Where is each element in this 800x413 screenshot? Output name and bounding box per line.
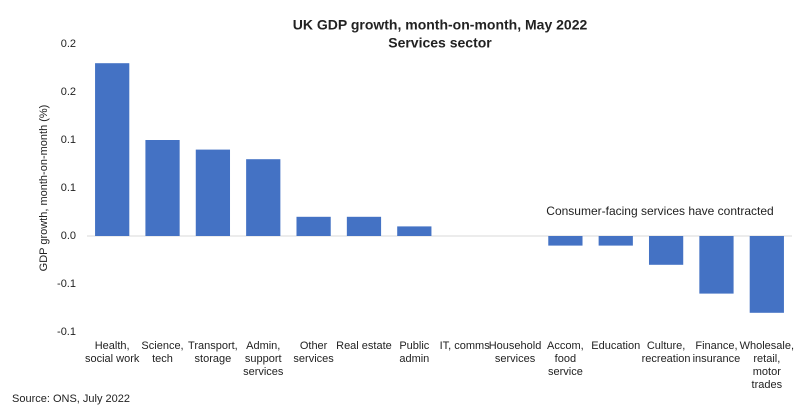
- x-tick-label: Public admin: [399, 340, 430, 365]
- y-tick-label: -0.1: [57, 278, 76, 290]
- x-tick-label: Household services: [488, 340, 542, 365]
- x-tick-label: Transport, storage: [188, 340, 238, 365]
- x-tick-label: Science, tech: [141, 340, 184, 365]
- bar: [145, 140, 180, 236]
- bar: [648, 236, 684, 265]
- x-tick-label: Finance, insurance: [692, 340, 741, 365]
- y-tick-label: 0.1: [61, 134, 76, 146]
- y-axis-label: GDP growth, month-on-month (%): [38, 105, 50, 272]
- x-tick-label: Education: [591, 340, 641, 352]
- x-tick-label: Admin, support services: [243, 340, 284, 378]
- annotation: Consumer-facing services have contracted: [546, 204, 773, 218]
- bar: [749, 236, 784, 313]
- bar: [699, 236, 734, 294]
- x-tick-label: Wholesale, retail, motor trades: [739, 340, 795, 391]
- bar: [296, 216, 331, 236]
- chart-subtitle: Services sector: [388, 35, 492, 51]
- x-tick-label: Culture, recreation: [641, 340, 691, 365]
- bar: [246, 159, 281, 236]
- bar: [397, 226, 432, 236]
- y-tick-label: 0.2: [61, 86, 76, 98]
- bar: [195, 149, 231, 236]
- x-tick-label: Real estate: [336, 340, 392, 352]
- source: Source: ONS, July 2022: [12, 393, 131, 405]
- y-tick-label: -0.1: [57, 326, 76, 338]
- bar: [95, 63, 130, 237]
- bar: [598, 236, 633, 246]
- x-tick-label: IT, comms: [439, 340, 490, 352]
- x-tick-label: Other services: [293, 340, 334, 365]
- y-tick-label: 0.2: [61, 38, 76, 50]
- x-tick-label: Accom, food service: [547, 340, 584, 378]
- x-tick-label: Health, social work: [84, 340, 140, 365]
- bar: [548, 236, 583, 246]
- bar: [346, 216, 382, 236]
- y-tick-label: 0.1: [61, 182, 76, 194]
- chart-title: UK GDP growth, month-on-month, May 2022: [293, 17, 588, 33]
- y-tick-label: 0.0: [61, 230, 76, 242]
